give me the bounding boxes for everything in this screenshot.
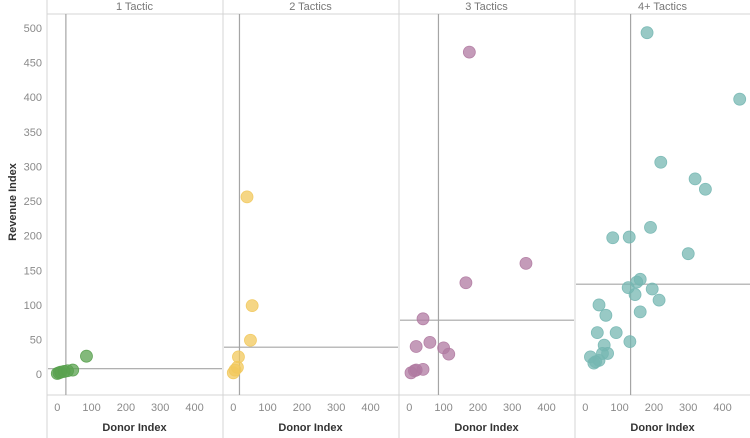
data-point[interactable] xyxy=(622,230,636,244)
data-point[interactable] xyxy=(245,299,259,313)
x-tick-label: 100 xyxy=(434,402,452,414)
y-tick-label: 400 xyxy=(24,92,42,104)
panel-title: 1 Tactic xyxy=(116,1,154,13)
data-point[interactable] xyxy=(416,362,430,376)
data-point[interactable] xyxy=(240,190,254,204)
panel-title: 2 Tactics xyxy=(289,1,332,13)
x-tick-label: 300 xyxy=(151,402,169,414)
panel-title: 4+ Tactics xyxy=(638,1,688,13)
x-tick-label: 200 xyxy=(469,402,487,414)
data-point[interactable] xyxy=(66,363,80,377)
x-tick-label: 400 xyxy=(713,402,731,414)
x-tick-label: 100 xyxy=(610,402,628,414)
data-point[interactable] xyxy=(644,220,657,234)
data-point[interactable] xyxy=(633,272,647,286)
x-tick-label: 0 xyxy=(582,402,588,414)
data-point[interactable] xyxy=(592,298,606,312)
panel-3: 3 Tactics 0 100 200 300 400 Donor Index xyxy=(400,0,576,438)
x-tick-label: 0 xyxy=(54,402,60,414)
y-tick-label: 250 xyxy=(24,196,42,208)
x-axis-title: Donor Index xyxy=(454,422,519,434)
x-tick-label: 200 xyxy=(117,402,135,414)
x-axis-title: Donor Index xyxy=(630,422,695,434)
data-point[interactable] xyxy=(698,182,712,196)
x-tick-label: 300 xyxy=(503,402,521,414)
data-point[interactable] xyxy=(599,308,613,322)
data-point[interactable] xyxy=(416,312,430,326)
data-point[interactable] xyxy=(519,256,533,270)
data-point[interactable] xyxy=(640,26,654,40)
panel-1: 1 Tactic 0 100 200 300 400 Donor Index xyxy=(48,0,224,438)
x-tick-label: 200 xyxy=(293,402,311,414)
data-point[interactable] xyxy=(601,347,614,360)
y-tick-label: 150 xyxy=(24,265,42,277)
y-tick-label: 500 xyxy=(24,23,42,35)
data-point[interactable] xyxy=(606,231,620,245)
data-point[interactable] xyxy=(733,92,747,106)
y-tick-label: 100 xyxy=(24,300,42,312)
y-tick-label: 450 xyxy=(24,57,42,69)
x-tick-label: 300 xyxy=(327,402,345,414)
data-point[interactable] xyxy=(645,282,659,296)
data-point[interactable] xyxy=(590,326,604,340)
panel-4: 4+ Tactics 0 100 200 300 400 Donor Index xyxy=(576,1,750,434)
x-tick-label: 0 xyxy=(406,402,412,414)
panel-2: 2 Tactics 0 100 200 300 400 Donor Index xyxy=(224,0,400,438)
y-tick-label: 0 xyxy=(36,369,42,381)
y-tick-label: 350 xyxy=(24,127,42,139)
x-tick-label: 300 xyxy=(679,402,697,414)
x-tick-label: 400 xyxy=(537,402,555,414)
data-point[interactable] xyxy=(459,276,473,290)
data-point[interactable] xyxy=(442,347,456,361)
x-tick-label: 100 xyxy=(258,402,276,414)
panel-title: 3 Tactics xyxy=(465,1,508,13)
data-point[interactable] xyxy=(244,333,257,347)
data-point[interactable] xyxy=(633,305,647,319)
y-axis-ticks: 0 50 100 150 200 250 300 350 400 450 500 xyxy=(24,23,42,381)
data-point[interactable] xyxy=(609,326,623,340)
x-axis-title: Donor Index xyxy=(278,422,343,434)
x-axis-title: Donor Index xyxy=(102,422,167,434)
y-axis-title: Revenue Index xyxy=(7,162,19,241)
data-point[interactable] xyxy=(623,335,637,349)
data-point[interactable] xyxy=(462,45,476,59)
data-point[interactable] xyxy=(652,293,666,307)
data-point[interactable] xyxy=(80,349,93,363)
data-point[interactable] xyxy=(423,335,437,349)
data-point[interactable] xyxy=(628,288,642,301)
y-tick-label: 50 xyxy=(30,335,42,347)
y-tick-label: 300 xyxy=(24,161,42,173)
data-point[interactable] xyxy=(232,350,245,364)
x-tick-label: 100 xyxy=(82,402,100,414)
data-point[interactable] xyxy=(409,340,423,353)
y-tick-label: 200 xyxy=(24,231,42,243)
data-point[interactable] xyxy=(681,247,695,261)
x-tick-label: 400 xyxy=(361,402,379,414)
x-tick-label: 0 xyxy=(230,402,236,414)
data-point[interactable] xyxy=(654,155,668,169)
x-tick-label: 200 xyxy=(645,402,663,414)
x-tick-label: 400 xyxy=(185,402,203,414)
data-point[interactable] xyxy=(688,172,702,186)
